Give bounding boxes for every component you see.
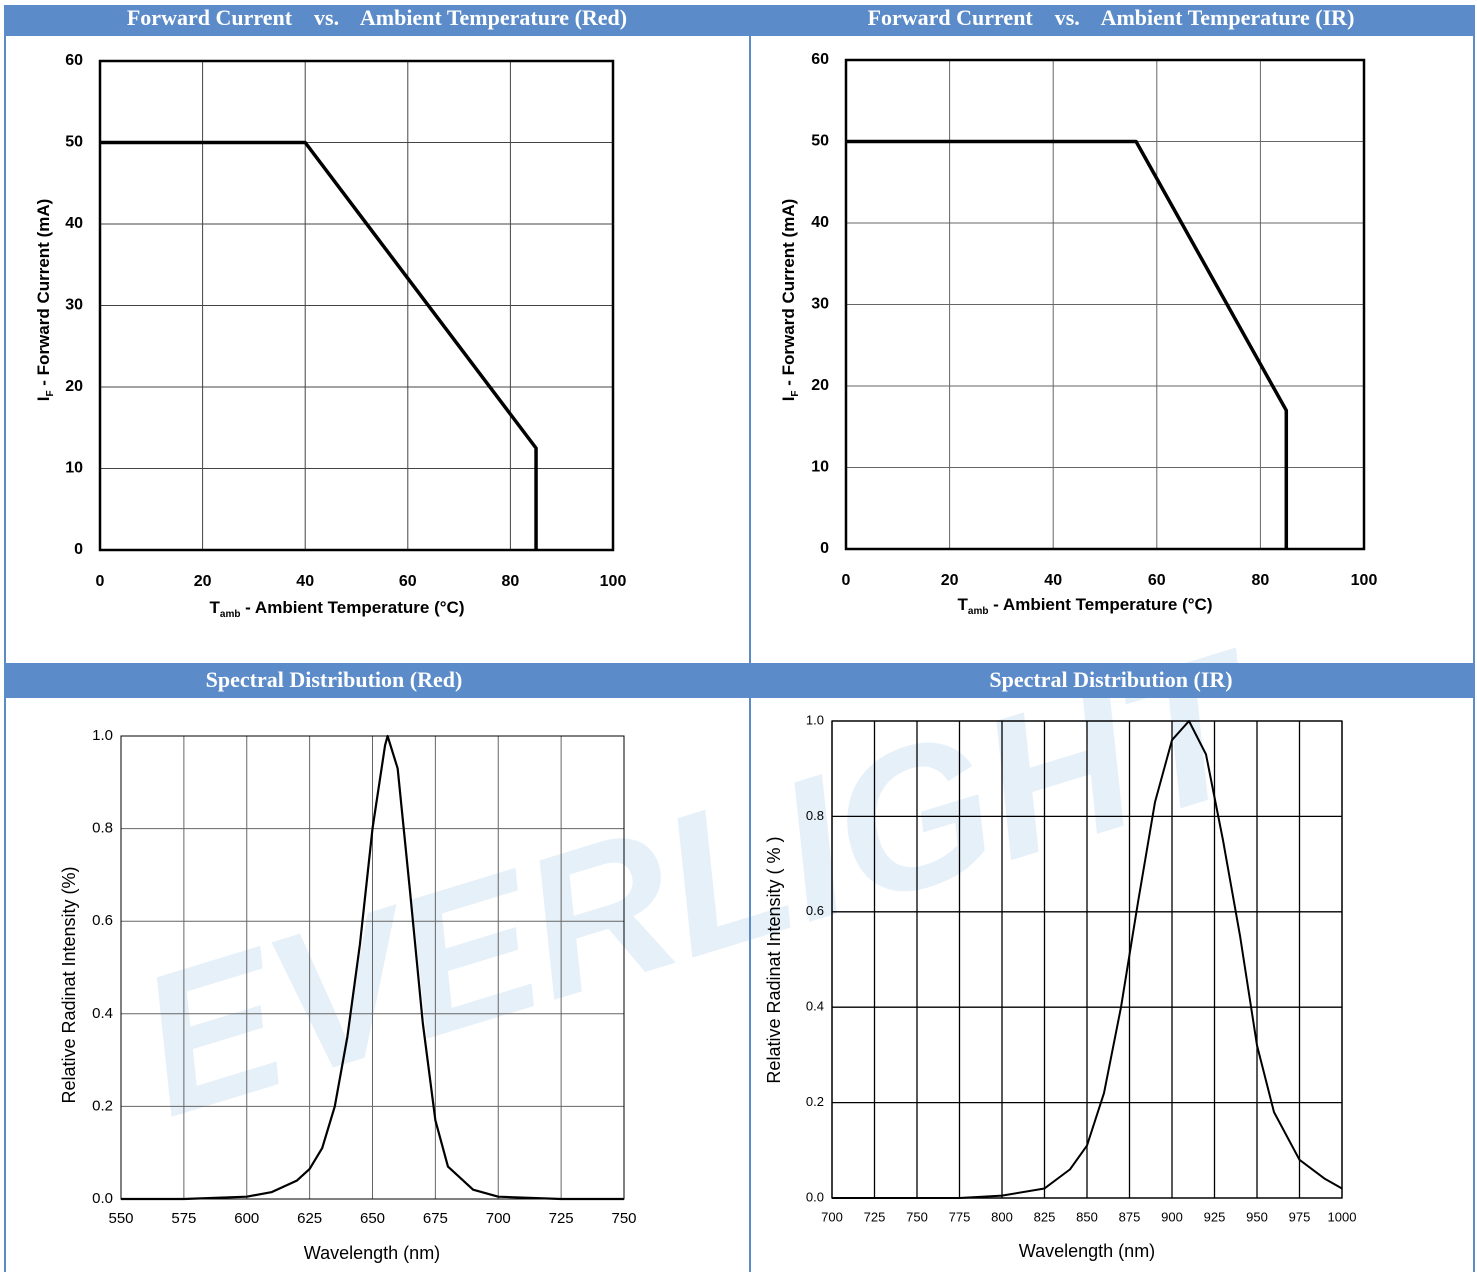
label-text: - Forward Current (mA) [779, 199, 798, 391]
label-symbol: I [779, 397, 798, 402]
y-axis-label: IF - Forward Current (mA) [779, 199, 800, 402]
x-tick-label: 600 [234, 1210, 259, 1227]
y-tick-label: 20 [811, 377, 829, 394]
y-tick-label: 0.0 [92, 1190, 113, 1207]
label-text: - Ambient Temperature (°C) [988, 595, 1212, 614]
x-tick-label: 900 [1161, 1209, 1183, 1224]
x-axis-label: Wavelength (nm) [1019, 1241, 1155, 1261]
plot-frame [120, 735, 625, 1200]
x-tick-label: 775 [949, 1209, 971, 1224]
x-tick-label: 725 [549, 1210, 574, 1227]
data-line [846, 139, 1289, 549]
y-tick-label: 0.8 [806, 808, 824, 823]
x-tick-label: 700 [486, 1210, 511, 1227]
plot-frame [98, 59, 615, 552]
x-tick-label: 0 [96, 573, 105, 590]
x-tick-label: 60 [1148, 572, 1166, 589]
x-tick-label: 925 [1204, 1209, 1226, 1224]
data-line [100, 140, 538, 550]
x-axis-label: Tamb - Ambient Temperature (°C) [958, 595, 1213, 616]
x-tick-label: 60 [399, 573, 417, 590]
y-tick-label: 0.4 [92, 1005, 113, 1022]
label-symbol: T [210, 598, 221, 617]
x-tick-label: 750 [906, 1209, 928, 1224]
x-axis-label: Wavelength (nm) [304, 1243, 440, 1263]
label-subscript: F [45, 390, 56, 396]
header-row [5, 663, 1474, 698]
panel-title: Spectral Distribution (IR) [989, 667, 1232, 692]
data-line [121, 734, 624, 1201]
x-tick-label: 675 [423, 1210, 448, 1227]
x-tick-label: 1000 [1328, 1209, 1357, 1224]
x-tick-label: 100 [1351, 572, 1378, 589]
panel-title: Forward Current vs. Ambient Temperature … [868, 5, 1355, 30]
x-tick-label: 725 [864, 1209, 886, 1224]
y-tick-label: 60 [811, 51, 829, 68]
y-tick-label: 1.0 [92, 727, 113, 744]
y-tick-label: 50 [811, 133, 829, 150]
plot-frame [831, 720, 1343, 1199]
x-tick-label: 700 [821, 1209, 843, 1224]
label-text: - Ambient Temperature (°C) [240, 598, 464, 617]
x-tick-label: 625 [297, 1210, 322, 1227]
label-subscript: F [790, 390, 801, 396]
y-axis-label: Relative Radinat Intensity (%) [59, 866, 79, 1103]
header-row [5, 5, 1474, 36]
label-symbol: I [34, 397, 53, 402]
y-tick-label: 0.6 [92, 912, 113, 929]
plot-frame [844, 58, 1366, 551]
panel-title: Forward Current vs. Ambient Temperature … [127, 5, 627, 30]
y-axis-label: Relative Radinat Intensity ( % ) [764, 836, 784, 1083]
y-tick-label: 0 [820, 540, 829, 557]
x-tick-label: 20 [941, 572, 959, 589]
x-tick-label: 40 [296, 573, 314, 590]
y-tick-label: 40 [65, 215, 83, 232]
y-tick-label: 1.0 [806, 712, 824, 727]
x-tick-label: 100 [600, 573, 627, 590]
y-tick-label: 20 [65, 378, 83, 395]
y-tick-label: 10 [811, 459, 829, 476]
data-line [832, 720, 1343, 1199]
y-tick-label: 0.6 [806, 903, 824, 918]
x-tick-label: 850 [1076, 1209, 1098, 1224]
x-tick-label: 825 [1034, 1209, 1056, 1224]
x-tick-label: 950 [1246, 1209, 1268, 1224]
y-axis-label: IF - Forward Current (mA) [34, 199, 55, 402]
x-tick-label: 40 [1044, 572, 1062, 589]
x-axis-label: Tamb - Ambient Temperature (°C) [210, 598, 465, 619]
x-tick-label: 875 [1119, 1209, 1141, 1224]
y-tick-label: 30 [65, 297, 83, 314]
panel-title: Spectral Distribution (Red) [206, 667, 463, 692]
y-tick-label: 60 [65, 52, 83, 69]
y-tick-label: 0.8 [92, 820, 113, 837]
label-symbol: T [958, 595, 969, 614]
x-tick-label: 80 [502, 573, 520, 590]
y-tick-label: 30 [811, 296, 829, 313]
label-subscript: amb [968, 606, 989, 617]
y-tick-label: 0.0 [806, 1189, 824, 1204]
x-tick-label: 80 [1252, 572, 1270, 589]
x-tick-label: 20 [194, 573, 212, 590]
y-tick-label: 50 [65, 134, 83, 151]
x-tick-label: 550 [108, 1210, 133, 1227]
x-tick-label: 800 [991, 1209, 1013, 1224]
x-tick-label: 650 [360, 1210, 385, 1227]
label-text: - Forward Current (mA) [34, 199, 53, 391]
y-tick-label: 0 [74, 541, 83, 558]
y-tick-label: 0.4 [806, 999, 824, 1014]
x-tick-label: 975 [1289, 1209, 1311, 1224]
y-tick-label: 10 [65, 460, 83, 477]
x-tick-label: 750 [611, 1210, 636, 1227]
y-tick-label: 0.2 [92, 1097, 113, 1114]
x-tick-label: 0 [842, 572, 851, 589]
y-tick-label: 40 [811, 214, 829, 231]
x-tick-label: 575 [171, 1210, 196, 1227]
y-tick-label: 0.2 [806, 1094, 824, 1109]
label-subscript: amb [220, 609, 241, 620]
